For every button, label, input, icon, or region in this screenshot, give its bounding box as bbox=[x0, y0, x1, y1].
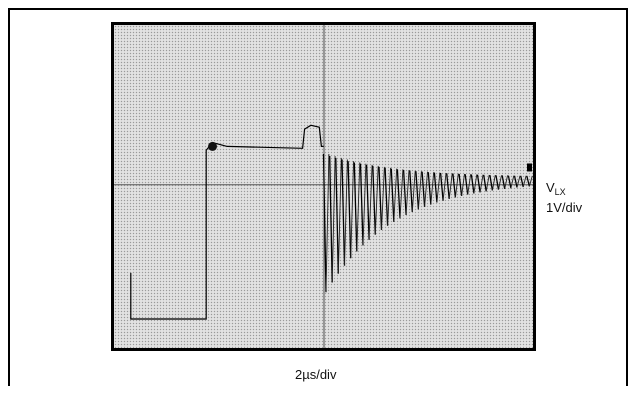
ringing-segment bbox=[368, 164, 373, 240]
ringing-segment bbox=[483, 174, 487, 192]
ringing-segment bbox=[439, 172, 444, 201]
ringing-segment bbox=[415, 171, 420, 210]
ringing-segment bbox=[372, 165, 376, 235]
ringing-segment bbox=[347, 161, 352, 259]
ringing-segment bbox=[467, 174, 472, 195]
ringing-segment bbox=[498, 175, 502, 190]
ringing-segment bbox=[476, 174, 481, 193]
ringing-segment bbox=[378, 166, 383, 231]
ringing-segment bbox=[442, 172, 447, 201]
ringing-segment bbox=[374, 165, 379, 235]
ringing-segment bbox=[461, 173, 465, 196]
ringing-segment bbox=[322, 153, 327, 293]
ringing-segment bbox=[516, 175, 521, 188]
ringing-segment bbox=[402, 169, 407, 216]
ringing-segment bbox=[390, 168, 395, 222]
ringing-segment bbox=[341, 159, 346, 266]
scope-plot bbox=[114, 25, 533, 348]
trace-marker-dot bbox=[208, 141, 217, 151]
ringing-segment bbox=[446, 173, 450, 199]
vertical-scale-label: 1V/div bbox=[546, 200, 583, 215]
ringing-segment bbox=[387, 167, 392, 226]
ringing-segment bbox=[479, 174, 484, 193]
ringing-segment bbox=[522, 175, 527, 188]
vlx-trace bbox=[130, 124, 324, 320]
ringing-segment bbox=[325, 153, 330, 293]
ringing-segment bbox=[458, 173, 463, 196]
ringing-segment bbox=[528, 175, 533, 187]
ringing-segment bbox=[356, 162, 361, 252]
ringing-segment bbox=[526, 175, 531, 187]
ringing-segment bbox=[513, 175, 518, 188]
ringing-segment bbox=[485, 174, 490, 192]
ringing-segment bbox=[393, 168, 398, 222]
ringing-segment bbox=[452, 173, 457, 198]
ringing-segment bbox=[473, 174, 478, 194]
ringing-segment bbox=[353, 162, 358, 252]
ringing-segment bbox=[424, 171, 428, 207]
ringing-segment bbox=[501, 175, 506, 190]
ringing-segment bbox=[396, 169, 401, 219]
ringing-segment bbox=[433, 172, 438, 203]
ringing-burst bbox=[322, 153, 533, 293]
ringing-segment bbox=[365, 164, 370, 240]
oscilloscope-screen bbox=[111, 22, 536, 351]
ringing-segment bbox=[510, 175, 515, 189]
ringing-segment bbox=[421, 171, 426, 207]
ringing-segment bbox=[344, 159, 348, 266]
ringing-segment bbox=[489, 174, 494, 191]
vlx-label: VLX bbox=[546, 180, 566, 197]
ringing-segment bbox=[362, 163, 367, 246]
ringing-segment bbox=[495, 175, 500, 190]
ringing-segment bbox=[448, 173, 453, 199]
ringing-segment bbox=[417, 171, 422, 210]
ringing-segment bbox=[436, 172, 441, 203]
ringing-segment bbox=[359, 163, 364, 246]
trace-end-marker bbox=[527, 163, 532, 172]
ringing-segment bbox=[464, 174, 469, 195]
ringing-segment bbox=[430, 172, 435, 205]
ringing-segment bbox=[384, 167, 389, 226]
ringing-segment bbox=[381, 166, 385, 231]
ringing-segment bbox=[405, 169, 410, 216]
ringing-segment bbox=[454, 173, 459, 198]
ringing-segment bbox=[329, 155, 333, 283]
ringing-segment bbox=[331, 155, 336, 283]
ringing-segment bbox=[520, 175, 524, 188]
horizontal-scale-label: 2µs/div bbox=[295, 367, 337, 382]
ringing-segment bbox=[427, 172, 432, 205]
ringing-segment bbox=[504, 175, 509, 189]
ringing-segment bbox=[337, 157, 342, 274]
ringing-segment bbox=[411, 170, 416, 213]
ringing-segment bbox=[470, 174, 475, 194]
ringing-segment bbox=[507, 175, 512, 189]
ringing-segment bbox=[350, 161, 355, 259]
ringing-segment bbox=[399, 169, 404, 219]
ringing-segment bbox=[409, 170, 413, 213]
ringing-segment bbox=[335, 157, 339, 274]
ringing-segment bbox=[491, 175, 496, 191]
